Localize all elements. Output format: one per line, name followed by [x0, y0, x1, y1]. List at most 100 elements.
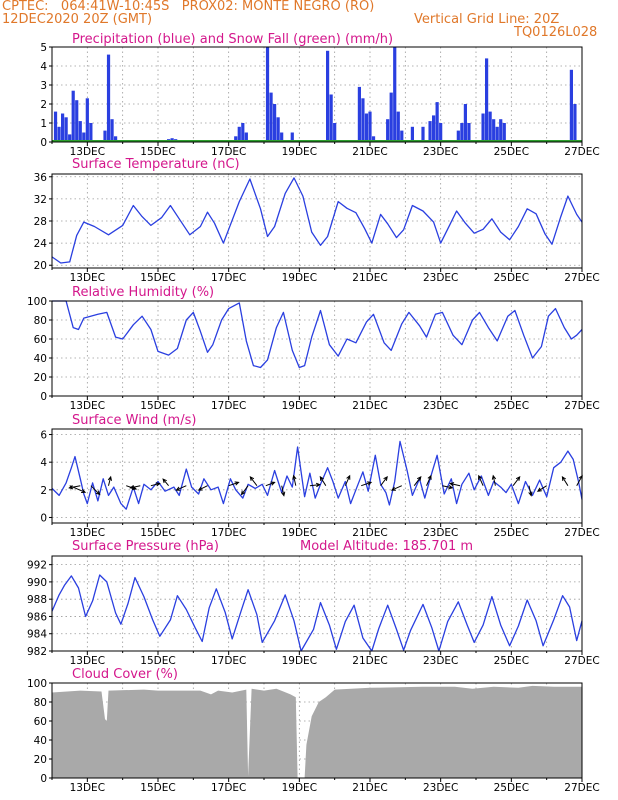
precip-bar [237, 126, 241, 142]
wind-vector [491, 474, 497, 486]
precip-bar [361, 98, 365, 142]
precip-bar [75, 100, 79, 142]
wind-vector [449, 482, 461, 487]
y-tick-label: 3 [40, 80, 47, 92]
y-tick-label: 100 [27, 296, 47, 308]
header-station: CPTEC: 064:41W-10:45S PROX02: MONTE NEGR… [2, 0, 375, 14]
precip-bar [488, 111, 492, 142]
precip-bar [110, 119, 114, 142]
panel-title: Precipitation (blue) and Snow Fall (gree… [72, 32, 393, 47]
x-tick-label: 27DEC [564, 400, 599, 412]
y-tick-label: 32 [34, 194, 47, 206]
precip-bar [439, 123, 443, 142]
wind-vector [292, 474, 297, 486]
x-tick-label: 23DEC [423, 527, 458, 539]
y-tick-label: 4 [40, 61, 47, 73]
panel-title: Relative Humidity (%) [72, 285, 214, 300]
x-tick-label: 23DEC [423, 400, 458, 412]
precip-bar [410, 126, 414, 142]
precip-bar [492, 119, 496, 142]
series-line [51, 574, 583, 652]
panel-4: Surface Pressure (hPa) Model Altitude: 18… [27, 539, 600, 667]
x-tick-label: 13DEC [70, 146, 105, 158]
wind-vector [426, 474, 432, 486]
wind-vector [228, 481, 240, 487]
x-tick-label: 17DEC [211, 655, 246, 667]
wind-vector [68, 485, 81, 490]
y-tick-label: 988 [27, 594, 47, 606]
wind-vector [240, 485, 249, 496]
x-tick-label: 25DEC [494, 400, 529, 412]
wind-vector [129, 485, 141, 490]
x-tick-label: 27DEC [564, 655, 599, 667]
precip-bar [241, 123, 245, 142]
precip-bar [82, 132, 86, 142]
wind-vector [478, 474, 484, 486]
panel-title: Cloud Cover (%) [72, 667, 178, 682]
precip-bar [329, 94, 333, 142]
x-tick-label: 17DEC [211, 400, 246, 412]
precip-bar [326, 50, 330, 142]
y-tick-label: 0 [40, 512, 47, 524]
y-tick-label: 40 [34, 735, 47, 747]
wind-vector [512, 475, 521, 486]
y-tick-label: 40 [34, 353, 47, 365]
precip-bar [396, 111, 400, 142]
x-tick-label: 19DEC [282, 400, 317, 412]
x-tick-label: 15DEC [140, 782, 175, 794]
panel-0: Precipitation (blue) and Snow Fall (gree… [40, 32, 599, 158]
panel-frame [51, 46, 583, 143]
x-tick-label: 15DEC [140, 527, 175, 539]
wind-vector [150, 482, 161, 487]
panel-frame [51, 555, 583, 652]
series-line [51, 440, 583, 510]
y-tick-label: 28 [34, 216, 47, 228]
panel-2: Relative Humidity (%) 0 20 40 60 80 100 13DEC 15… [27, 285, 600, 412]
wind-vector [107, 475, 112, 486]
precip-bar [364, 113, 369, 142]
y-tick-label: 36 [34, 172, 48, 184]
precip-bar [106, 54, 111, 142]
x-tick-label: 23DEC [423, 782, 458, 794]
x-tick-label: 25DEC [494, 655, 529, 667]
precip-bar [333, 123, 337, 142]
wind-vector [442, 485, 454, 490]
x-tick-label: 21DEC [352, 782, 387, 794]
precip-bar [432, 115, 436, 142]
precip-bar [269, 92, 273, 142]
precip-bar [265, 47, 270, 142]
panel-title: Surface Pressure (hPa) [72, 539, 219, 554]
wind-vector [90, 485, 101, 496]
header-code: TQ0126L028 [514, 25, 598, 40]
y-tick-label: 60 [34, 334, 47, 346]
y-tick-label: 60 [34, 716, 47, 728]
wind-vector [528, 485, 533, 497]
precip-bar [481, 113, 485, 142]
y-tick-label: 986 [27, 611, 47, 623]
precip-bar [421, 126, 425, 142]
series-line [51, 177, 583, 264]
y-tick-label: 5 [40, 42, 47, 54]
x-tick-label: 13DEC [70, 782, 105, 794]
cloud-cover-area [52, 685, 582, 778]
wind-vector [162, 478, 169, 487]
precip-bar [389, 92, 393, 142]
precip-bar [386, 119, 390, 142]
panel-frame [51, 682, 583, 779]
y-tick-label: 0 [40, 137, 47, 149]
x-tick-label: 15DEC [140, 272, 175, 284]
x-tick-label: 25DEC [494, 272, 529, 284]
wind-vector [281, 485, 286, 497]
wind-vector [197, 485, 208, 491]
x-tick-label: 13DEC [70, 400, 105, 412]
precip-bar [85, 98, 89, 142]
precip-bar [234, 136, 238, 142]
wind-vector [309, 482, 321, 488]
precip-bar [467, 123, 471, 142]
wind-vector [390, 485, 403, 491]
x-tick-label: 17DEC [211, 527, 246, 539]
x-tick-label: 27DEC [564, 146, 599, 158]
x-tick-label: 23DEC [423, 272, 458, 284]
precip-bar [393, 47, 397, 142]
